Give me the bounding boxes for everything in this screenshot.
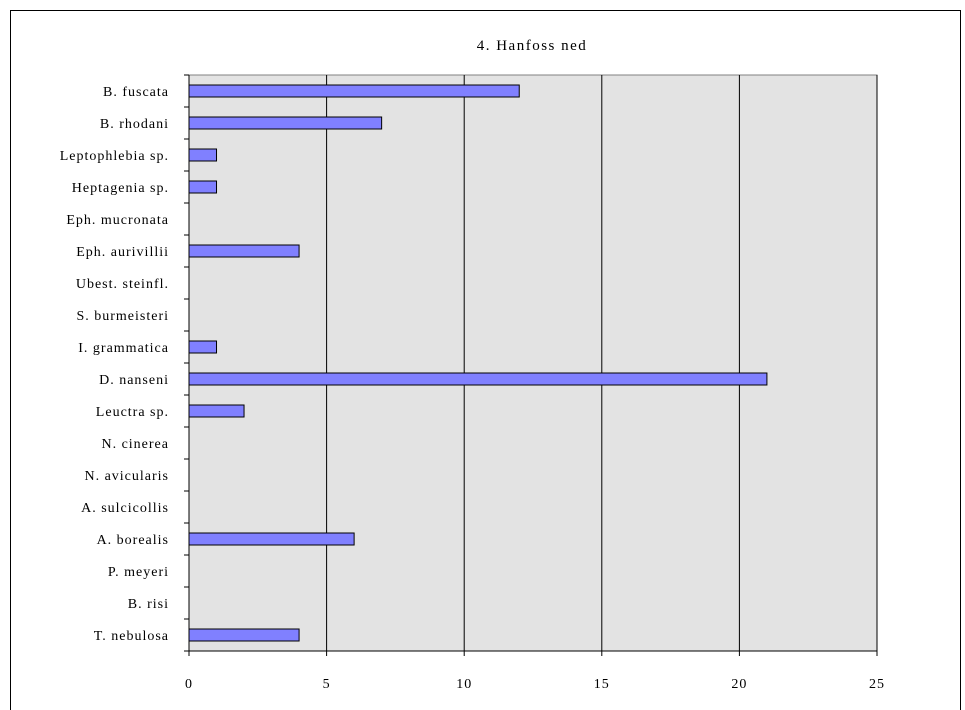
bar xyxy=(188,340,218,354)
x-tick-label: 5 xyxy=(323,677,331,692)
y-tick-label: Heptagenia sp. xyxy=(72,181,169,196)
y-tick-label: A. sulcicollis xyxy=(81,501,169,516)
y-tick-label: N. cinerea xyxy=(101,437,169,452)
y-tick-label: B. risi xyxy=(128,597,169,612)
x-tick-label: 20 xyxy=(731,677,747,692)
y-tick-label: S. burmeisteri xyxy=(76,309,169,324)
y-tick-label: Eph. mucronata xyxy=(66,213,169,228)
y-tick-label: N. avicularis xyxy=(84,469,169,484)
x-tick-label: 15 xyxy=(594,677,610,692)
chart-title: 4. Hanfoss ned xyxy=(477,38,588,54)
bar xyxy=(188,532,355,546)
bar xyxy=(188,180,218,194)
x-ticks: 0 5 10 15 20 25 xyxy=(185,651,885,692)
bar xyxy=(188,84,520,98)
x-tick-label: 10 xyxy=(456,677,472,692)
bar xyxy=(188,116,383,130)
bar xyxy=(188,628,300,642)
bar xyxy=(188,148,218,162)
gridlines xyxy=(326,75,878,651)
x-tick-label: 25 xyxy=(869,677,885,692)
y-tick-label: I. grammatica xyxy=(78,341,169,356)
bar xyxy=(188,244,300,258)
y-tick-label: Leptophlebia sp. xyxy=(60,149,169,164)
bar xyxy=(188,404,245,418)
y-tick-label: T. nebulosa xyxy=(94,629,169,644)
plot-area xyxy=(188,74,878,652)
y-tick-label: A. borealis xyxy=(97,533,169,548)
y-ticks: B. fuscata B. rhodani Leptophlebia sp. Hept… xyxy=(60,74,189,652)
y-tick-label: D. nanseni xyxy=(99,373,169,388)
y-tick-label: P. meyeri xyxy=(108,565,169,580)
y-tick-label: Eph. aurivillii xyxy=(76,245,169,260)
y-tick-label: Ubest. steinfl. xyxy=(76,277,169,292)
y-tick-label: B. rhodani xyxy=(100,117,169,132)
x-tick-label: 0 xyxy=(185,677,193,692)
bar xyxy=(188,372,768,386)
y-tick-label: Leuctra sp. xyxy=(96,405,169,420)
y-tick-label: B. fuscata xyxy=(103,85,169,100)
